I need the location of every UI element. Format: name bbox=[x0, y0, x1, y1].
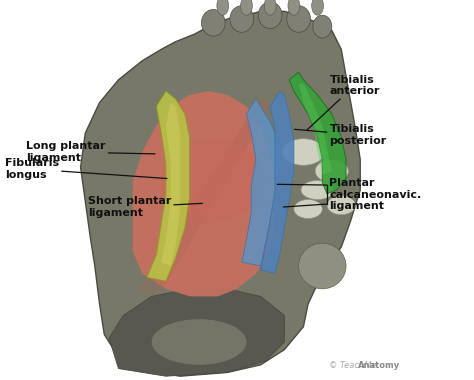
Polygon shape bbox=[242, 99, 280, 266]
Polygon shape bbox=[299, 84, 332, 175]
Ellipse shape bbox=[312, 0, 324, 15]
Text: Tibialis
posterior: Tibialis posterior bbox=[294, 124, 387, 146]
Text: Tibialis
anterior: Tibialis anterior bbox=[307, 75, 380, 130]
Text: Long plantar
ligament: Long plantar ligament bbox=[26, 141, 155, 163]
Ellipse shape bbox=[288, 0, 300, 15]
Ellipse shape bbox=[315, 160, 348, 182]
Ellipse shape bbox=[240, 0, 252, 15]
Text: Short plantar
ligament: Short plantar ligament bbox=[88, 196, 202, 218]
Ellipse shape bbox=[264, 0, 276, 15]
Text: Anatomy: Anatomy bbox=[358, 361, 400, 370]
Polygon shape bbox=[161, 141, 265, 224]
Ellipse shape bbox=[217, 0, 229, 15]
Ellipse shape bbox=[258, 2, 282, 28]
Ellipse shape bbox=[230, 6, 254, 32]
Ellipse shape bbox=[152, 319, 246, 365]
Ellipse shape bbox=[313, 15, 332, 38]
Polygon shape bbox=[261, 91, 294, 274]
Polygon shape bbox=[81, 11, 360, 376]
Ellipse shape bbox=[201, 10, 225, 36]
Ellipse shape bbox=[299, 243, 346, 289]
Text: Fibularis
longus: Fibularis longus bbox=[5, 158, 167, 180]
Polygon shape bbox=[133, 91, 275, 296]
Polygon shape bbox=[289, 72, 346, 194]
Text: Plantar
calcaneonavic.
ligament: Plantar calcaneonavic. ligament bbox=[329, 178, 422, 211]
Ellipse shape bbox=[327, 196, 356, 215]
Ellipse shape bbox=[282, 139, 325, 165]
Polygon shape bbox=[147, 91, 190, 281]
Polygon shape bbox=[109, 289, 284, 376]
Ellipse shape bbox=[301, 180, 334, 200]
Text: © TeachMe: © TeachMe bbox=[329, 361, 377, 370]
Ellipse shape bbox=[294, 200, 322, 218]
Ellipse shape bbox=[287, 6, 310, 32]
Polygon shape bbox=[161, 103, 180, 266]
